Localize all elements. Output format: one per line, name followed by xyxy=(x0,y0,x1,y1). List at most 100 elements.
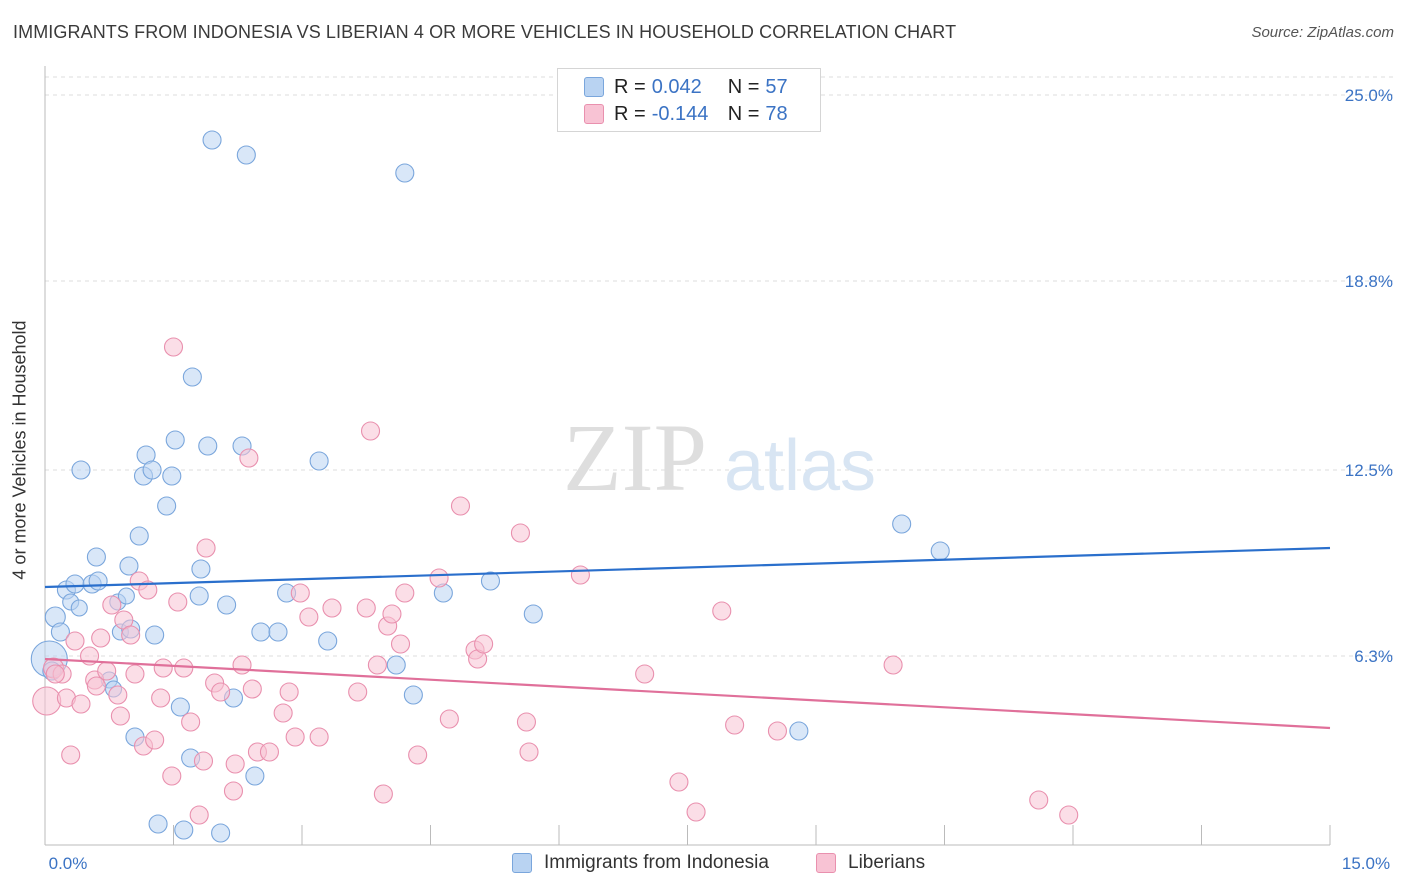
point-liberian xyxy=(279,682,299,702)
series-legend-swatch-indonesia xyxy=(512,853,532,873)
point-liberian xyxy=(174,658,194,678)
point-liberian xyxy=(1059,805,1079,825)
legend-n-value: 78 xyxy=(765,102,788,125)
point-liberian xyxy=(725,715,745,735)
point-liberian xyxy=(151,688,171,708)
y-tick-label: 25.0% xyxy=(1345,86,1393,105)
point-liberian xyxy=(635,664,655,684)
point-liberian xyxy=(1029,790,1049,810)
series-legend: Immigrants from Indonesia Liberians xyxy=(0,852,1406,878)
point-liberian xyxy=(285,727,305,747)
point-liberian xyxy=(516,712,536,732)
legend-n-label: N = xyxy=(727,102,760,125)
point-liberian xyxy=(196,538,216,558)
point-indonesia xyxy=(236,145,256,165)
y-tick-label: 18.8% xyxy=(1345,272,1393,291)
point-liberian xyxy=(439,709,459,729)
point-liberian xyxy=(299,607,319,627)
point-liberian xyxy=(408,745,428,765)
point-liberian xyxy=(225,754,245,774)
point-liberian xyxy=(450,496,471,516)
point-liberian xyxy=(45,664,65,684)
point-indonesia xyxy=(318,631,338,651)
point-indonesia xyxy=(789,721,809,741)
point-indonesia xyxy=(930,541,950,561)
point-liberian xyxy=(474,634,494,654)
legend-r-value: 0.042 xyxy=(651,75,702,98)
point-indonesia xyxy=(165,430,185,450)
point-liberian xyxy=(97,661,117,681)
series-legend-liberians[interactable]: Liberians xyxy=(816,852,925,874)
watermark-zip: ZIP xyxy=(563,404,707,511)
point-indonesia xyxy=(117,587,135,605)
point-liberian xyxy=(686,802,706,822)
point-indonesia xyxy=(191,559,211,579)
legend-row-indonesia: R = 0.042 N = 57 xyxy=(584,75,788,99)
point-liberian xyxy=(519,742,539,762)
point-liberian xyxy=(395,583,415,603)
trend-lines xyxy=(44,546,1331,730)
legend-swatch-indonesia xyxy=(584,77,604,97)
point-liberian xyxy=(65,631,85,651)
point-liberian xyxy=(91,628,111,648)
trend-line-liberians xyxy=(44,657,1331,730)
point-liberian xyxy=(242,679,262,699)
point-liberian xyxy=(168,592,188,612)
point-liberian xyxy=(145,730,165,750)
point-liberian xyxy=(510,523,531,543)
point-liberian xyxy=(367,655,387,675)
point-liberian xyxy=(211,682,231,702)
axes xyxy=(44,66,1331,846)
point-liberian xyxy=(232,655,252,675)
point-indonesia xyxy=(480,571,501,591)
point-indonesia xyxy=(182,367,202,387)
point-liberian xyxy=(373,784,393,804)
point-liberian xyxy=(382,604,402,624)
point-indonesia xyxy=(142,460,162,480)
point-liberian xyxy=(163,337,184,357)
point-indonesia xyxy=(129,526,149,546)
point-indonesia xyxy=(148,814,168,834)
point-liberian xyxy=(309,727,329,747)
point-liberian xyxy=(71,694,91,714)
point-liberian xyxy=(189,805,209,825)
y-tick-label: 12.5% xyxy=(1345,461,1393,480)
point-indonesia xyxy=(251,622,271,642)
point-liberian xyxy=(290,583,310,603)
point-liberian xyxy=(883,655,903,675)
point-liberian xyxy=(767,721,788,741)
series-liberians xyxy=(32,337,1079,825)
x-tick-label-max: 15.0% xyxy=(1342,854,1390,873)
point-liberian xyxy=(110,706,130,726)
series-immigrants-from-indonesia xyxy=(30,130,950,843)
legend-r-value: -0.144 xyxy=(651,102,709,125)
series-legend-swatch-liberians xyxy=(816,853,836,873)
trend-line-indonesia xyxy=(44,546,1331,589)
watermark-atlas: atlas xyxy=(724,426,876,506)
series-legend-label-indonesia: Immigrants from Indonesia xyxy=(544,852,769,873)
legend-r-label: R = xyxy=(614,75,646,98)
point-liberian xyxy=(108,685,128,705)
point-indonesia xyxy=(892,514,912,534)
series-legend-indonesia[interactable]: Immigrants from Indonesia xyxy=(512,852,769,874)
point-indonesia xyxy=(523,604,543,624)
point-liberian xyxy=(356,598,376,618)
point-liberian xyxy=(32,686,62,716)
point-indonesia xyxy=(71,460,91,480)
legend-swatch-liberians xyxy=(584,104,604,124)
series-legend-label-liberians: Liberians xyxy=(848,852,926,873)
watermark: ZIP atlas xyxy=(563,404,876,511)
legend-r-label: R = xyxy=(614,102,646,125)
point-indonesia xyxy=(174,820,194,840)
tick-labels: 6.3% 12.5% 18.8% 25.0% 0.0% 15.0% xyxy=(49,86,1393,873)
point-indonesia xyxy=(65,574,85,594)
point-liberian xyxy=(61,745,81,765)
point-indonesia xyxy=(268,622,288,642)
point-indonesia xyxy=(145,625,165,645)
point-liberian xyxy=(125,664,145,684)
point-liberian xyxy=(239,448,259,468)
point-indonesia xyxy=(157,496,177,516)
point-liberian xyxy=(181,712,201,732)
legend-n-value: 57 xyxy=(765,75,788,98)
